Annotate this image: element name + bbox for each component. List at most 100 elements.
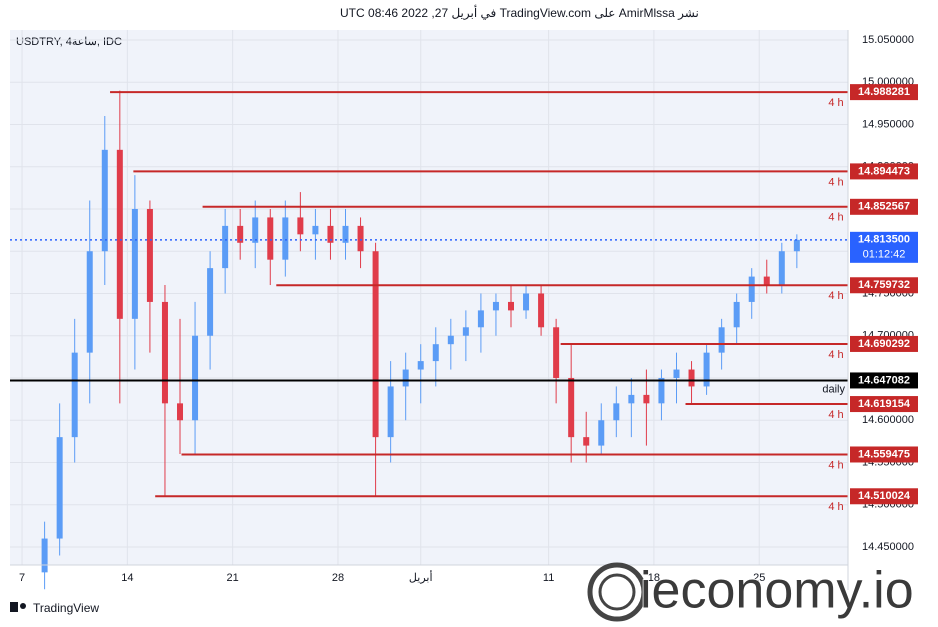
price-box <box>850 396 918 413</box>
price-box <box>850 488 918 505</box>
candle-body <box>733 301 740 328</box>
candle-body <box>267 217 274 260</box>
level-tag: 4 h <box>828 97 843 109</box>
level-tag: 4 h <box>828 290 843 302</box>
level-tag: 4 h <box>828 212 843 224</box>
price-box <box>850 446 918 463</box>
price-label: 14.988281 <box>858 86 910 98</box>
candle-body <box>282 217 289 260</box>
candle-body <box>613 403 620 421</box>
candle-body <box>146 208 153 302</box>
candle-body <box>101 149 108 252</box>
candle-body <box>56 437 63 539</box>
candle-body <box>628 394 635 404</box>
x-tick-label: 11 <box>543 572 554 584</box>
candle-body <box>161 301 168 404</box>
watermark-logo <box>587 562 647 622</box>
y-tick-label: 15.050000 <box>862 34 914 46</box>
candle-body <box>71 352 78 438</box>
price-box <box>850 163 918 180</box>
candle-body <box>793 239 800 252</box>
candle-body <box>553 327 560 378</box>
price-label: 14.559475 <box>858 448 910 460</box>
price-label: 14.894473 <box>858 165 910 177</box>
price-label: 14.690292 <box>858 338 910 350</box>
candle-body <box>86 251 93 353</box>
price-box <box>850 372 918 389</box>
levels: daily 4 h 4 h 4 h 4 h 4 h 4 h 4 h 4 h <box>10 91 848 513</box>
level-tag: 4 h <box>828 501 843 513</box>
candle-body <box>447 335 454 345</box>
candle-body <box>507 301 514 311</box>
footer-logo <box>10 602 26 612</box>
candle-body <box>131 208 138 319</box>
candle-body <box>673 369 680 378</box>
candle-body <box>342 225 349 243</box>
x-tick-label: أبريل <box>409 570 433 584</box>
candle-body <box>237 225 244 243</box>
candle-body <box>598 420 605 446</box>
candle-body <box>538 293 545 328</box>
level-tag: 4 h <box>828 409 843 421</box>
price-label: 14.647082 <box>858 374 910 386</box>
x-tick-label: 18 <box>648 572 660 584</box>
candle-body <box>252 217 259 243</box>
candle-body <box>703 352 710 387</box>
candle-body <box>658 377 665 404</box>
candles <box>41 90 800 590</box>
price-box <box>850 231 918 263</box>
level-tag: 4 h <box>828 459 843 471</box>
countdown: 01:12:42 <box>863 249 906 261</box>
candle-body <box>177 403 184 421</box>
candle-body <box>568 377 575 438</box>
candle-body <box>432 344 439 362</box>
axes: 15.05000015.00000014.95000014.90000014.8… <box>19 34 918 584</box>
header: نشر AmirMlssa على TradingView.com في أبر… <box>340 5 699 20</box>
candle-body <box>462 327 469 336</box>
candle-body <box>297 217 304 235</box>
level-tag: 4 h <box>828 176 843 188</box>
symbol: USDTRY, 4ساعة, IDC <box>16 36 122 48</box>
candle-body <box>192 335 199 421</box>
candle-body <box>718 327 725 353</box>
price-label: 14.759732 <box>858 279 910 291</box>
candle-body <box>778 251 785 286</box>
candle-body <box>207 268 214 336</box>
candle-body <box>523 293 530 311</box>
candle-body <box>312 225 319 235</box>
candle-body <box>477 310 484 328</box>
x-tick-label: 25 <box>753 572 765 584</box>
price-label: 14.813500 <box>858 234 910 246</box>
y-tick-label: 14.950000 <box>862 118 914 130</box>
daily-tag: daily <box>822 383 845 395</box>
price-label: 14.510024 <box>858 490 911 502</box>
candle-body <box>387 386 394 438</box>
level-tag: 4 h <box>828 349 843 361</box>
candle-body <box>688 369 695 387</box>
x-tick-label: 21 <box>227 572 239 584</box>
y-tick-label: 14.600000 <box>862 414 914 426</box>
price-label: 14.619154 <box>858 398 911 410</box>
candle-body <box>372 251 379 438</box>
candle-body <box>748 276 755 302</box>
candle-body <box>583 437 590 446</box>
candle-body <box>116 149 123 319</box>
candle-body <box>763 276 770 286</box>
y-tick-label: 14.450000 <box>862 541 914 553</box>
candle-body <box>222 225 229 269</box>
watermark: ieconomy.io <box>640 562 914 620</box>
x-tick-label: 7 <box>19 572 25 584</box>
price-box <box>850 335 918 352</box>
candle-body <box>643 394 650 404</box>
candle-body <box>417 361 424 370</box>
candle-body <box>327 225 334 243</box>
price-box <box>850 84 918 101</box>
price-box <box>850 198 918 215</box>
candle-body <box>492 301 499 311</box>
price-box <box>850 277 918 294</box>
brand: TradingView <box>33 601 99 615</box>
candle-body <box>357 225 364 252</box>
price-label: 14.852567 <box>858 201 910 213</box>
x-tick-label: 14 <box>121 572 133 584</box>
